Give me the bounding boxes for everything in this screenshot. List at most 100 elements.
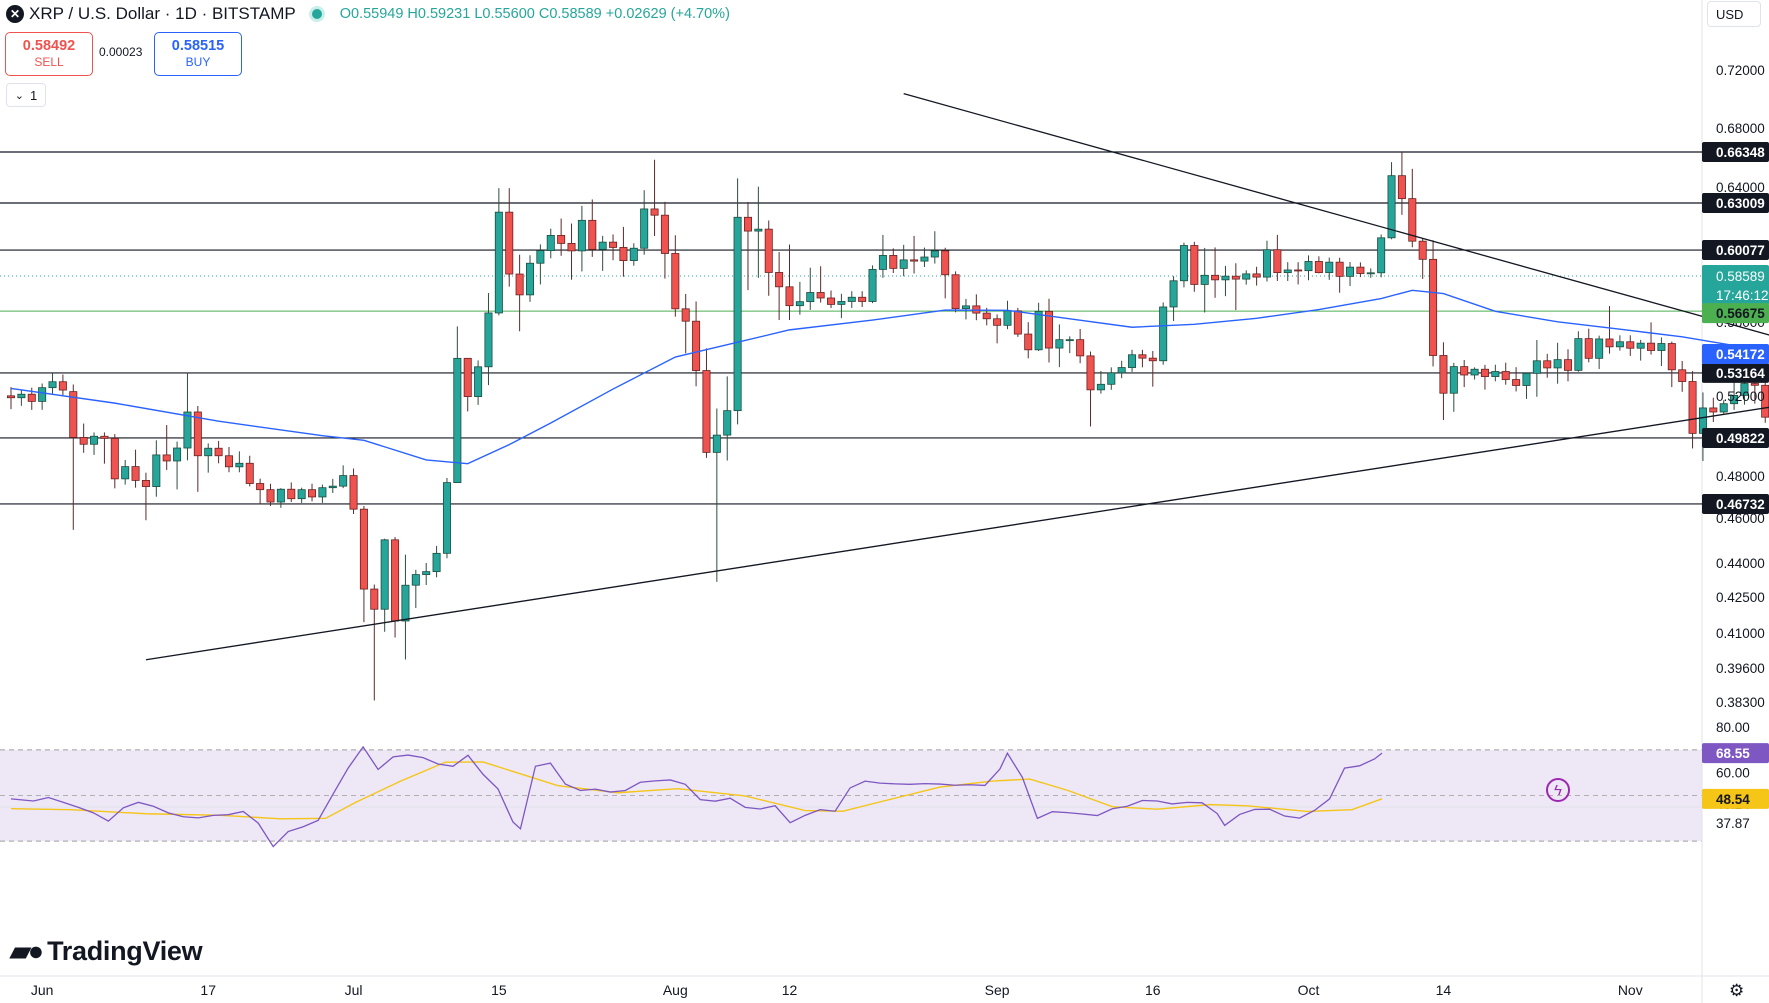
candle-body	[463, 357, 472, 397]
candle-body	[1543, 360, 1552, 369]
candle-body	[90, 435, 99, 445]
price-labels: 0.66348 0.63009 0.60077 0.53164 0.49822 0.467…	[1702, 142, 1769, 809]
level-price-label: 0.46732	[1716, 497, 1765, 512]
rsi-value-label-bg	[1702, 743, 1769, 764]
trendlines	[145, 93, 1769, 661]
level-price-label-bg	[1702, 427, 1769, 448]
flash-alert-icon[interactable]: ϟ	[1546, 778, 1570, 802]
candle-body	[1065, 339, 1074, 342]
candle-body	[526, 262, 535, 296]
time-tick-label: Sep	[985, 982, 1010, 998]
candle-body	[1667, 343, 1676, 371]
level-price-label: 0.53164	[1716, 366, 1765, 381]
rsi-lines	[10, 745, 1383, 848]
candle-body	[1688, 381, 1697, 434]
moving-average	[10, 289, 1769, 465]
time-tick-label: Oct	[1298, 982, 1320, 998]
candle-body	[141, 480, 150, 487]
trendline	[145, 406, 1769, 661]
candle-body	[1169, 280, 1178, 308]
candle-body	[1148, 357, 1157, 362]
rsi-ma-value-label: 48.54	[1716, 792, 1750, 807]
candle-body	[847, 296, 856, 302]
candle-body	[1522, 372, 1531, 386]
sell-label: SELL	[34, 55, 64, 69]
candle-body	[474, 366, 483, 397]
candle-body	[1636, 342, 1645, 349]
candle-body	[1013, 310, 1022, 335]
candle-body	[660, 214, 669, 254]
time-axis[interactable]: Jun17Jul15Aug12Sep16Oct14Nov18	[31, 982, 1769, 998]
candle-body	[712, 434, 721, 453]
candle-body	[131, 466, 140, 481]
candle-body	[411, 574, 420, 586]
candle-body	[1055, 339, 1064, 349]
candle-body	[878, 255, 887, 270]
last-price-label-bg	[1702, 265, 1769, 306]
candle-body	[858, 296, 867, 302]
candle-body	[1283, 269, 1292, 274]
candle-body	[640, 208, 649, 249]
candle-body	[1211, 274, 1220, 281]
candle-body	[775, 272, 784, 288]
tradingview-wordmark: TradingView	[47, 936, 203, 966]
candle-body	[453, 357, 462, 484]
ma-price-label-bg	[1702, 343, 1769, 364]
level-price-label-bg	[1702, 240, 1769, 261]
candle-body	[1491, 371, 1500, 377]
collapse-indicators-button[interactable]: ⌄ 1	[6, 83, 46, 107]
candle-body	[671, 253, 680, 310]
candle-body	[1273, 249, 1282, 274]
candle-body	[193, 411, 202, 457]
candle-body	[256, 483, 265, 491]
price-tick-label: 0.52000	[1716, 389, 1765, 404]
rsi-tick-label: 80.00	[1716, 720, 1750, 735]
level-price-label-bg	[1702, 193, 1769, 214]
candle-body	[1387, 175, 1396, 239]
candle-body	[318, 487, 327, 498]
rsi-line	[10, 745, 1383, 848]
buy-button[interactable]: 0.58515 BUY	[154, 32, 242, 76]
candle-body	[1480, 368, 1489, 377]
candle-body	[609, 241, 618, 248]
candle-body	[1709, 407, 1718, 413]
price-tick-label: 0.38300	[1716, 695, 1765, 710]
candle-body	[391, 539, 400, 622]
candle-body	[245, 462, 254, 484]
candle-body	[806, 292, 815, 303]
candle-body	[941, 250, 950, 276]
candle-body	[816, 292, 825, 299]
candle-body	[1231, 275, 1240, 280]
candle-body	[121, 466, 130, 480]
time-tick-label: Aug	[663, 982, 688, 998]
candle-body	[1242, 273, 1251, 280]
candle-body	[401, 584, 410, 622]
buy-label: BUY	[185, 55, 211, 69]
candle-body	[58, 381, 67, 391]
time-tick-label: 12	[782, 982, 798, 998]
candle-body	[1439, 355, 1448, 394]
candle-body	[743, 216, 752, 232]
currency-selector[interactable]: USD	[1707, 1, 1761, 27]
candle-body	[1159, 306, 1168, 362]
candle-body	[982, 312, 991, 320]
time-tick-label: 15	[491, 982, 507, 998]
time-tick-label: Jul	[345, 982, 363, 998]
price-axis[interactable]: 0.720000.680000.640000.600000.560000.520…	[1716, 63, 1765, 831]
candle-body	[1647, 342, 1656, 351]
ma-price-label: 0.54172	[1716, 347, 1765, 362]
sell-button[interactable]: 0.58492 SELL	[5, 32, 93, 76]
candle-body	[48, 381, 57, 389]
candle-body	[494, 211, 503, 314]
gear-icon[interactable]: ⚙	[1729, 981, 1745, 1000]
candle-body	[1470, 368, 1479, 376]
candle-body	[1262, 249, 1271, 278]
candle-body	[650, 208, 659, 216]
tradingview-logo[interactable]: ▰● TradingView	[10, 936, 203, 967]
ma-line	[10, 289, 1769, 465]
candle-body	[204, 447, 213, 457]
candle-body	[567, 243, 576, 252]
symbol-title[interactable]: XRP / U.S. Dollar · 1D · BITSTAMP	[29, 4, 296, 23]
